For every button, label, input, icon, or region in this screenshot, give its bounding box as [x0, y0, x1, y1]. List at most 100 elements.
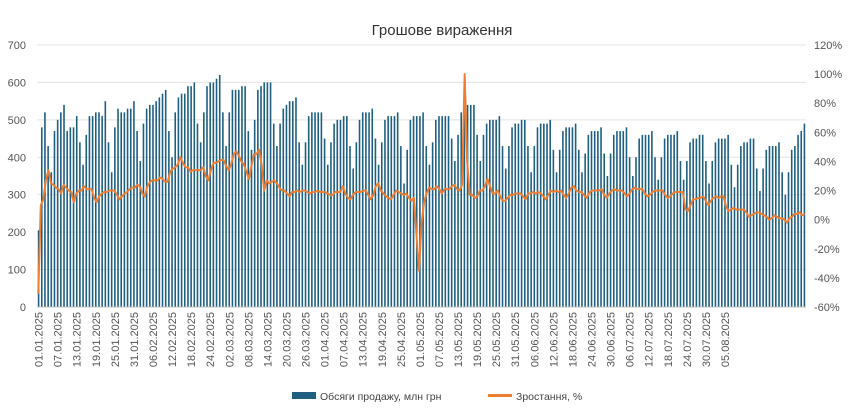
bar: [701, 134, 704, 307]
bar: [257, 89, 259, 307]
bar: [571, 127, 574, 307]
bar: [419, 116, 421, 307]
bar: [133, 101, 135, 307]
bar: [368, 112, 370, 308]
bar: [463, 108, 466, 307]
x-tick-label: 08.03.2025: [243, 312, 255, 367]
bar: [409, 119, 412, 307]
y-right-tick-label: 40%: [814, 156, 836, 168]
bar: [562, 131, 564, 307]
bar: [107, 142, 110, 307]
bar: [686, 161, 688, 307]
y-right-tick-label: -20%: [814, 244, 840, 256]
bar: [565, 127, 567, 307]
bar: [730, 164, 733, 307]
bar: [339, 119, 342, 307]
bar: [266, 82, 269, 308]
bar: [276, 146, 278, 307]
bar: [578, 149, 580, 307]
bar: [361, 112, 364, 308]
bar: [320, 112, 323, 308]
bar: [695, 138, 698, 307]
bar: [460, 112, 463, 308]
bar: [60, 112, 62, 308]
x-tick-label: 24.07.2025: [682, 312, 694, 367]
x-tick-label: 14.03.2025: [262, 312, 274, 367]
bar: [708, 183, 710, 307]
bar: [263, 82, 265, 308]
bar: [441, 116, 443, 307]
bar: [800, 131, 803, 307]
legend-swatch-line: [488, 394, 512, 397]
bar: [75, 116, 78, 307]
bar: [377, 164, 380, 307]
bar: [666, 134, 669, 307]
bar: [597, 131, 599, 307]
bar: [139, 161, 142, 307]
y-left-tick-label: 200: [8, 227, 26, 239]
bar: [247, 131, 250, 307]
bar: [663, 138, 666, 307]
bar: [489, 119, 491, 307]
bar: [206, 86, 208, 307]
bar: [740, 146, 742, 307]
bar: [600, 127, 602, 307]
bar: [269, 82, 272, 308]
bar: [721, 138, 723, 307]
bar: [651, 131, 653, 307]
x-tick-label: 12.07.2025: [644, 312, 656, 367]
bar: [498, 116, 501, 307]
x-tick-label: 12.02.2025: [167, 312, 179, 367]
bar: [40, 127, 43, 307]
bar: [558, 149, 561, 307]
bar: [123, 112, 126, 308]
bar: [743, 142, 745, 307]
bar: [647, 134, 650, 307]
bar: [533, 146, 536, 307]
bar: [79, 142, 81, 307]
bar: [765, 149, 768, 307]
bar: [622, 131, 625, 307]
x-tick-label: 31.05.2025: [510, 312, 522, 367]
bar: [314, 112, 316, 308]
bar: [508, 146, 510, 307]
bar: [253, 119, 256, 307]
bar: [790, 149, 793, 307]
bar: [94, 112, 97, 308]
bar: [466, 104, 469, 307]
bar: [520, 119, 523, 307]
bar: [469, 104, 472, 307]
bar: [511, 127, 513, 307]
bar: [101, 116, 103, 307]
bar: [590, 131, 593, 307]
bar: [517, 123, 520, 307]
bar: [66, 131, 68, 307]
bar: [126, 108, 129, 307]
bar: [196, 123, 199, 307]
bar: [768, 146, 771, 307]
bar: [53, 131, 56, 307]
bar: [705, 161, 707, 307]
x-tick-label: 01.05.2025: [415, 312, 427, 367]
bar: [482, 134, 485, 307]
bar: [164, 89, 167, 307]
bar: [736, 164, 739, 307]
bar: [282, 108, 285, 307]
bar: [717, 138, 720, 307]
bar: [794, 146, 796, 307]
bar: [435, 119, 437, 307]
bar: [549, 119, 551, 307]
bar: [69, 127, 72, 307]
bar: [342, 116, 345, 307]
bar: [110, 172, 113, 307]
bar: [387, 116, 389, 307]
bar: [183, 93, 186, 307]
x-tick-label: 25.01.2025: [110, 312, 122, 367]
x-tick-label: 01.04.2025: [320, 312, 332, 367]
y-left-tick-label: 400: [8, 152, 26, 164]
bar: [44, 112, 46, 308]
bar: [755, 168, 758, 307]
x-axis: 01.01.2025 07.01.2025 13.01.2025 19.01.2025…: [34, 306, 806, 367]
bar: [492, 119, 494, 307]
bar: [187, 86, 189, 307]
